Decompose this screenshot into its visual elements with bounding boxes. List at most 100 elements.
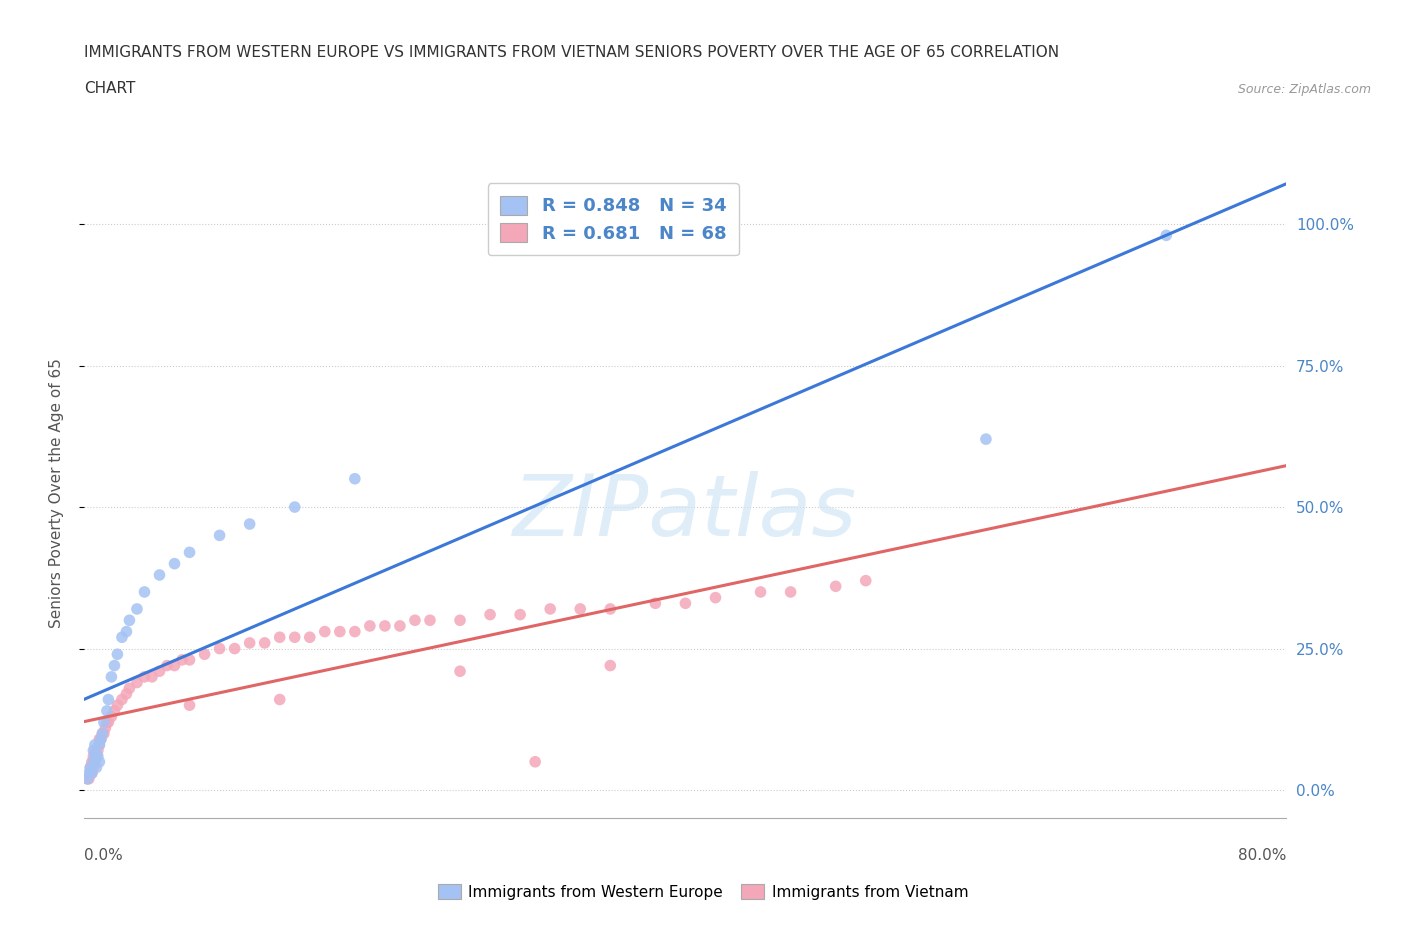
Point (569, 602, 592, 617)
Point (170, 653, 193, 668)
Point (388, 618, 411, 633)
Point (974, 432, 997, 446)
Text: CHART: CHART (84, 81, 136, 96)
Point (100, 709, 122, 724)
Point (77, 771, 100, 786)
Point (79, 760, 101, 775)
Text: Source: ZipAtlas.com: Source: ZipAtlas.com (1237, 83, 1371, 96)
Point (343, 624, 366, 639)
Point (76, 771, 98, 786)
Point (509, 607, 531, 622)
Point (329, 624, 352, 639)
Legend: R = 0.848   N = 34, R = 0.681   N = 68: R = 0.848 N = 34, R = 0.681 N = 68 (488, 183, 740, 255)
Point (87, 743, 110, 758)
Point (115, 624, 138, 639)
Point (239, 516, 262, 531)
Point (111, 692, 134, 707)
Point (90, 732, 112, 747)
Point (704, 591, 727, 605)
Point (675, 596, 697, 611)
Point (163, 556, 186, 571)
Legend: Immigrants from Western Europe, Immigrants from Vietnam: Immigrants from Western Europe, Immigran… (432, 877, 974, 906)
Point (107, 698, 129, 712)
Point (125, 675, 148, 690)
Point (103, 658, 125, 673)
Point (269, 692, 291, 707)
Y-axis label: Seniors Poverty Over the Age of 65: Seniors Poverty Over the Age of 65 (49, 358, 63, 628)
Point (224, 641, 246, 656)
Point (284, 630, 307, 644)
Point (91, 726, 114, 741)
Point (314, 624, 336, 639)
Point (96, 703, 118, 718)
Point (91, 726, 114, 741)
Point (148, 664, 170, 679)
Point (79, 765, 101, 780)
Point (96, 715, 118, 730)
Point (89, 737, 111, 752)
Point (89, 737, 111, 752)
Point (749, 585, 772, 600)
Point (118, 681, 141, 696)
Point (83, 743, 105, 758)
Point (82, 749, 104, 764)
Point (118, 613, 141, 628)
Point (1156, 228, 1178, 243)
Text: IMMIGRANTS FROM WESTERN EUROPE VS IMMIGRANTS FROM VIETNAM SENIORS POVERTY OVER T: IMMIGRANTS FROM WESTERN EUROPE VS IMMIGR… (84, 46, 1060, 60)
Point (194, 646, 217, 661)
Point (284, 499, 307, 514)
Point (82, 743, 104, 758)
Point (80, 765, 103, 780)
Point (855, 573, 877, 588)
Point (269, 630, 291, 644)
Point (93, 726, 115, 741)
Point (239, 635, 262, 650)
Point (125, 602, 148, 617)
Point (79, 760, 101, 775)
Point (141, 670, 163, 684)
Point (163, 658, 186, 673)
Point (94, 721, 117, 736)
Point (599, 658, 621, 673)
Point (86, 760, 108, 775)
Point (89, 754, 111, 769)
Point (479, 607, 502, 622)
Point (107, 646, 129, 661)
Point (343, 472, 366, 486)
Point (599, 602, 621, 617)
Point (134, 585, 156, 600)
Point (82, 754, 104, 769)
Point (404, 613, 426, 628)
Point (97, 715, 120, 730)
Point (82, 760, 104, 775)
Point (449, 664, 471, 679)
Point (359, 618, 381, 633)
Point (83, 737, 105, 752)
Point (93, 715, 115, 730)
Point (83, 754, 105, 769)
Point (824, 578, 846, 593)
Point (115, 686, 138, 701)
Point (134, 670, 156, 684)
Point (449, 613, 471, 628)
Point (80, 754, 103, 769)
Point (100, 670, 122, 684)
Point (76, 771, 98, 786)
Point (298, 630, 321, 644)
Point (538, 602, 561, 617)
Point (80, 765, 103, 780)
Point (419, 613, 441, 628)
Point (83, 749, 105, 764)
Point (779, 585, 801, 600)
Point (179, 545, 201, 560)
Point (208, 528, 231, 543)
Point (97, 692, 120, 707)
Point (208, 641, 231, 656)
Text: 80.0%: 80.0% (1239, 848, 1286, 863)
Point (156, 658, 179, 673)
Point (86, 749, 108, 764)
Point (148, 567, 170, 582)
Text: ZIPatlas: ZIPatlas (513, 471, 858, 554)
Point (90, 732, 112, 747)
Point (87, 749, 110, 764)
